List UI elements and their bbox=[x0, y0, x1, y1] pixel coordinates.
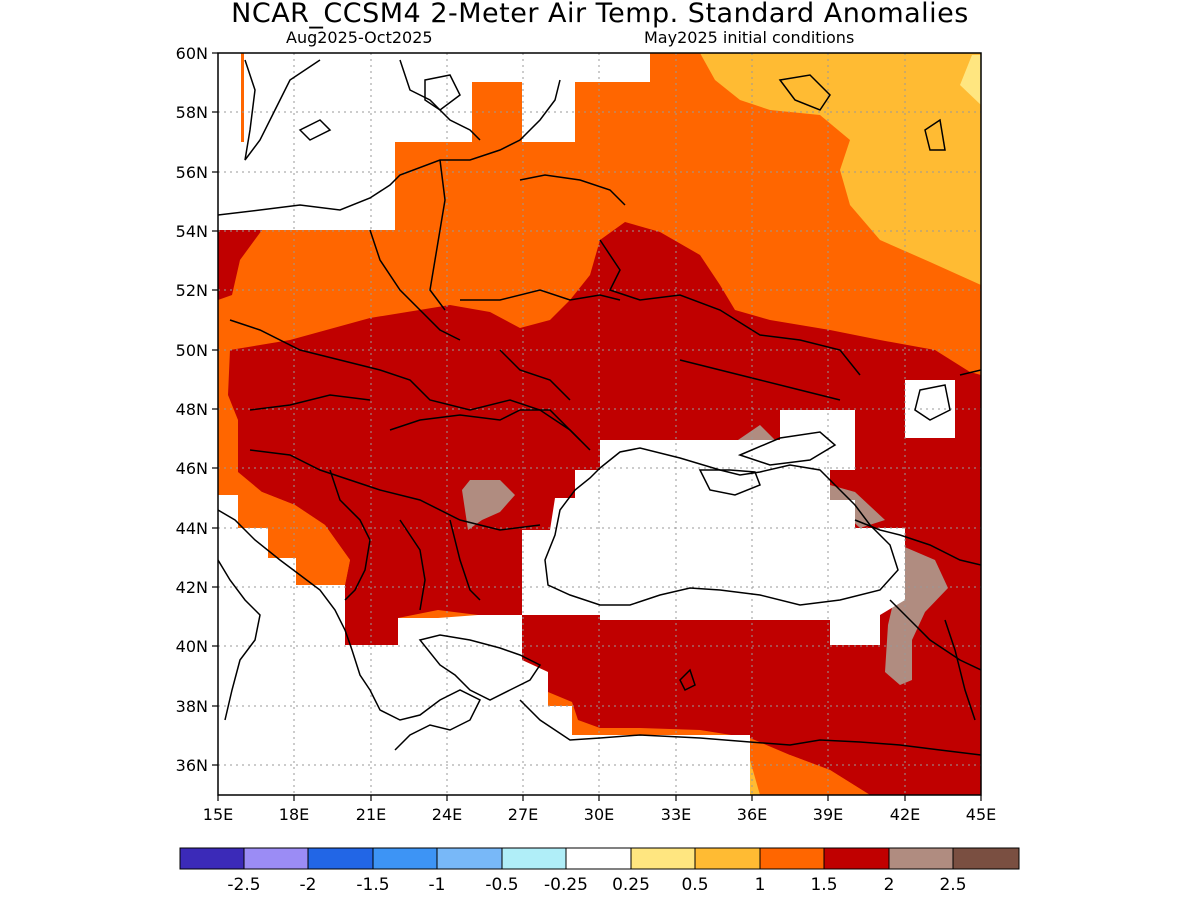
colorbar-label-5: -0.25 bbox=[544, 875, 588, 895]
lon-label-15e: 15E bbox=[203, 805, 233, 824]
lon-label-39e: 39E bbox=[813, 805, 843, 824]
lon-label-18e: 18E bbox=[279, 805, 309, 824]
anomaly-region-100-150-turkey-south bbox=[750, 755, 870, 795]
colorbar-label-6: 0.25 bbox=[612, 875, 650, 895]
anomaly-region-200-250-crimea bbox=[738, 425, 775, 440]
anomaly-fill-layer bbox=[218, 53, 981, 795]
colorbar-swatch-6 bbox=[565, 847, 632, 870]
anomaly-region-025-050 bbox=[960, 55, 981, 105]
lat-label-56n: 56N bbox=[176, 163, 208, 182]
lat-axis-labels: 60N 58N 56N 54N 52N 50N 48N 46N 44N 42N … bbox=[176, 44, 208, 775]
season-label: Aug2025-Oct2025 bbox=[286, 28, 433, 47]
lon-label-45e: 45E bbox=[966, 805, 996, 824]
colorbar-swatch-9 bbox=[759, 847, 825, 870]
lat-label-58n: 58N bbox=[176, 103, 208, 122]
colorbar-label-7: 0.5 bbox=[681, 875, 708, 895]
colorbar-swatch-7 bbox=[630, 847, 696, 870]
lat-label-52n: 52N bbox=[176, 281, 208, 300]
lon-label-27e: 27E bbox=[508, 805, 538, 824]
colorbar-label-8: 1 bbox=[755, 875, 766, 895]
init-conditions-label: May2025 initial conditions bbox=[644, 28, 855, 47]
lon-label-33e: 33E bbox=[661, 805, 691, 824]
chart-title: NCAR_CCSM4 2-Meter Air Temp. Standard An… bbox=[231, 0, 969, 29]
coastlines bbox=[218, 59, 981, 756]
anomaly-region-200-250-romania bbox=[462, 480, 515, 530]
colorbar-swatch-12 bbox=[952, 847, 1020, 870]
lon-label-24e: 24E bbox=[432, 805, 462, 824]
colorbar-swatch-4 bbox=[436, 847, 503, 870]
colorbar-label-11: 2.5 bbox=[939, 875, 966, 895]
lat-label-42n: 42N bbox=[176, 578, 208, 597]
colorbar-label-1: -2 bbox=[300, 875, 317, 895]
lon-axis-labels: 15E 18E 21E 24E 27E 30E 33E 36E 39E 42E … bbox=[203, 805, 996, 824]
colorbar-swatch-10 bbox=[823, 847, 890, 870]
colorbar-swatch-0 bbox=[179, 847, 245, 870]
anomaly-region-100-150-balkans bbox=[238, 492, 350, 585]
colorbar-label-9: 1.5 bbox=[810, 875, 837, 895]
grid-lines bbox=[218, 53, 981, 795]
lat-label-38n: 38N bbox=[176, 697, 208, 716]
lat-label-48n: 48N bbox=[176, 400, 208, 419]
anomaly-region-050-100 bbox=[700, 53, 981, 285]
anomaly-region-200-250-azov bbox=[830, 485, 885, 528]
lon-label-30e: 30E bbox=[584, 805, 614, 824]
colorbar-swatch-2 bbox=[307, 847, 374, 870]
colorbar-label-2: -1.5 bbox=[356, 875, 389, 895]
lon-label-21e: 21E bbox=[356, 805, 386, 824]
lat-label-46n: 46N bbox=[176, 459, 208, 478]
colorbar-swatch-5 bbox=[501, 847, 567, 870]
lat-label-40n: 40N bbox=[176, 637, 208, 656]
colorbar-label-0: -2.5 bbox=[227, 875, 260, 895]
colorbar-label-3: -1 bbox=[429, 875, 446, 895]
colorbar-swatch-1 bbox=[243, 847, 309, 870]
lat-label-50n: 50N bbox=[176, 341, 208, 360]
lat-label-54n: 54N bbox=[176, 222, 208, 241]
colorbar-label-10: 2 bbox=[884, 875, 895, 895]
lat-label-60n: 60N bbox=[176, 44, 208, 63]
colorbar-swatch-8 bbox=[694, 847, 761, 870]
axis-ticks bbox=[212, 52, 982, 801]
colorbar-swatch-11 bbox=[888, 847, 954, 870]
lon-label-36e: 36E bbox=[737, 805, 767, 824]
colorbar-label-4: -0.5 bbox=[485, 875, 518, 895]
colorbar: -2.5 -2 -1.5 -1 -0.5 -0.25 0.25 0.5 1 1.… bbox=[179, 847, 1020, 895]
lat-label-36n: 36N bbox=[176, 756, 208, 775]
lat-label-44n: 44N bbox=[176, 519, 208, 538]
colorbar-swatch-3 bbox=[372, 847, 438, 870]
lon-label-42e: 42E bbox=[890, 805, 920, 824]
